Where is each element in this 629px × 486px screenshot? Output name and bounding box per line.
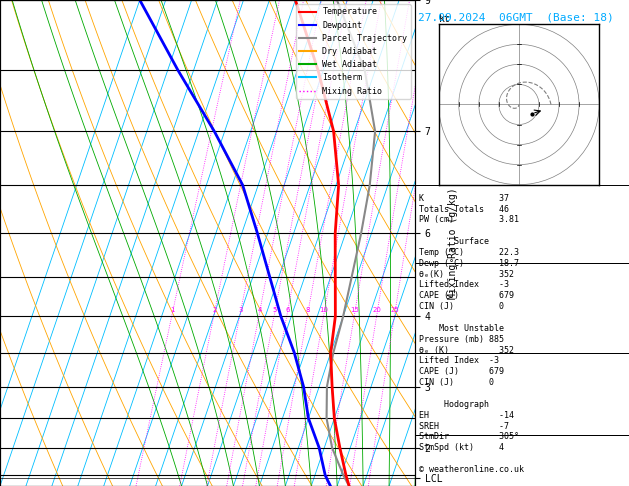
Text: 8: 8	[306, 307, 310, 313]
Text: Pressure (mb) 885: Pressure (mb) 885	[420, 335, 504, 344]
Text: Lifted Index    -3: Lifted Index -3	[420, 280, 509, 290]
Text: 6: 6	[285, 307, 289, 313]
Text: © weatheronline.co.uk: © weatheronline.co.uk	[420, 465, 525, 474]
Text: K               37: K 37	[420, 194, 509, 203]
Text: Temp (°C)       22.3: Temp (°C) 22.3	[420, 248, 520, 257]
Text: Dewp (°C)       18.7: Dewp (°C) 18.7	[420, 259, 520, 268]
Text: 27.09.2024  06GMT  (Base: 18): 27.09.2024 06GMT (Base: 18)	[418, 12, 614, 22]
Text: 20: 20	[372, 307, 382, 313]
Text: CAPE (J)      679: CAPE (J) 679	[420, 367, 504, 376]
Text: PW (cm)         3.81: PW (cm) 3.81	[420, 215, 520, 225]
Text: 25: 25	[391, 307, 399, 313]
Text: Totals Totals   46: Totals Totals 46	[420, 205, 509, 213]
Text: Most Unstable: Most Unstable	[420, 324, 504, 333]
Text: 2: 2	[212, 307, 216, 313]
Text: 15: 15	[350, 307, 359, 313]
Y-axis label: Mixing Ratio (g/kg): Mixing Ratio (g/kg)	[448, 187, 458, 299]
Text: SREH            -7: SREH -7	[420, 421, 509, 431]
Text: 4: 4	[257, 307, 262, 313]
Text: kt: kt	[439, 14, 450, 24]
Text: StmSpd (kt)     4: StmSpd (kt) 4	[420, 443, 504, 452]
Text: θₑ(K)           352: θₑ(K) 352	[420, 270, 515, 278]
Text: 3: 3	[238, 307, 243, 313]
Text: 5: 5	[272, 307, 277, 313]
Text: StmDir          305°: StmDir 305°	[420, 433, 520, 441]
Text: CIN (J)         0: CIN (J) 0	[420, 302, 504, 311]
Text: CIN (J)       0: CIN (J) 0	[420, 378, 494, 387]
Text: 1: 1	[170, 307, 175, 313]
Text: Surface: Surface	[420, 237, 489, 246]
Text: Lifted Index  -3: Lifted Index -3	[420, 356, 499, 365]
Text: θₑ (K)          352: θₑ (K) 352	[420, 346, 515, 355]
Text: CAPE (J)        679: CAPE (J) 679	[420, 291, 515, 300]
Text: EH              -14: EH -14	[420, 411, 515, 420]
Text: Hodograph: Hodograph	[420, 400, 489, 409]
Legend: Temperature, Dewpoint, Parcel Trajectory, Dry Adiabat, Wet Adiabat, Isotherm, Mi: Temperature, Dewpoint, Parcel Trajectory…	[296, 4, 411, 99]
Text: 10: 10	[320, 307, 328, 313]
